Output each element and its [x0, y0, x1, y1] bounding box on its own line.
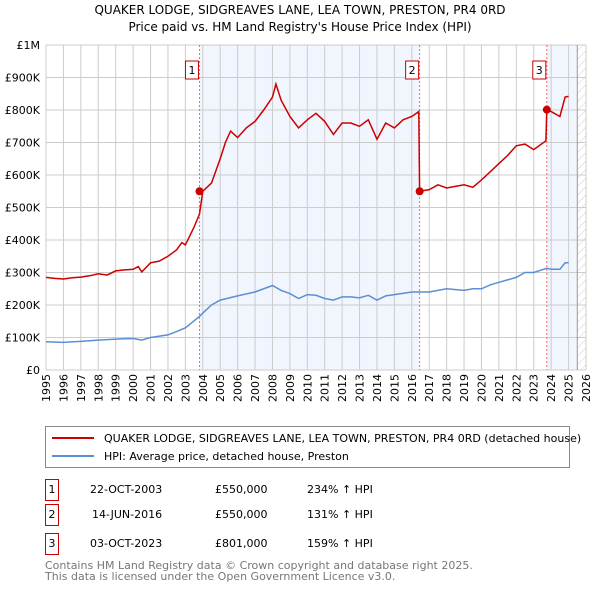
sale-label: 2 — [409, 64, 416, 77]
y-tick-label: £500K — [5, 202, 41, 215]
sale-price: £550,000 — [215, 483, 268, 496]
x-tick-label: 2009 — [284, 374, 297, 402]
x-tick-label: 2025 — [563, 374, 576, 402]
legend: QUAKER LODGE, SIDGREAVES LANE, LEA TOWN,… — [45, 426, 581, 468]
chart-subtitle: Price paid vs. HM Land Registry's House … — [128, 20, 471, 34]
y-tick-label: £700K — [5, 137, 41, 150]
legend-label: QUAKER LODGE, SIDGREAVES LANE, LEA TOWN,… — [104, 431, 582, 445]
y-tick-label: £1M — [17, 39, 41, 52]
sale-marker-badge: 1 — [45, 479, 59, 501]
sale-row: 3 03-OCT-2023 £801,000 159% ↑ HPI — [45, 533, 445, 555]
price-chart: QUAKER LODGE, SIDGREAVES LANE, LEA TOWN,… — [5, 3, 593, 402]
x-tick-label: 1999 — [110, 374, 123, 402]
sale-label: 3 — [536, 64, 543, 77]
x-tick-label: 2022 — [510, 374, 523, 402]
sale-point — [195, 187, 204, 196]
legend-item-hpi: HPI: Average price, detached house, Pres… — [52, 448, 349, 464]
y-tick-label: £900K — [5, 72, 41, 85]
sale-point — [415, 187, 424, 196]
y-tick-label: £200K — [5, 299, 41, 312]
x-tick-label: 2020 — [475, 374, 488, 402]
x-tick-label: 2023 — [528, 374, 541, 402]
footer-line: This data is licensed under the Open Gov… — [45, 570, 396, 583]
x-tick-label: 2010 — [301, 374, 314, 402]
x-tick-label: 2005 — [214, 374, 227, 402]
sale-marker-badge: 2 — [45, 504, 59, 526]
x-tick-label: 1997 — [75, 374, 88, 402]
sale-row: 2 14-JUN-2016 £550,000 131% ↑ HPI — [45, 504, 445, 526]
y-tick-label: £300K — [5, 267, 41, 280]
y-tick-label: £400K — [5, 234, 41, 247]
x-tick-label: 2019 — [458, 374, 471, 402]
x-tick-label: 2015 — [388, 374, 401, 402]
sale-label: 1 — [188, 64, 195, 77]
x-tick-label: 2006 — [232, 374, 245, 402]
sale-price: £550,000 — [215, 508, 268, 521]
y-tick-label: £100K — [5, 332, 41, 345]
y-tick-label: £600K — [5, 169, 41, 182]
x-tick-label: 2018 — [441, 374, 454, 402]
sale-hpi: 131% ↑ HPI — [307, 508, 373, 521]
x-tick-label: 2014 — [371, 374, 384, 402]
x-tick-label: 2004 — [197, 374, 210, 402]
sale-hpi: 159% ↑ HPI — [307, 537, 373, 550]
chart-title: QUAKER LODGE, SIDGREAVES LANE, LEA TOWN,… — [94, 3, 505, 17]
property-price-line — [45, 81, 569, 280]
sale-row: 1 22-OCT-2003 £550,000 234% ↑ HPI — [45, 479, 445, 501]
x-tick-label: 2016 — [406, 374, 419, 402]
sale-price: £801,000 — [215, 537, 268, 550]
sale-marker-badge: 3 — [45, 533, 59, 555]
y-tick-label: £0 — [26, 364, 40, 377]
sale-label-box — [532, 60, 547, 80]
hpi-line — [45, 262, 569, 344]
legend-item-property: QUAKER LODGE, SIDGREAVES LANE, LEA TOWN,… — [52, 430, 581, 446]
sale-label-box — [405, 60, 420, 80]
footer-line: Contains HM Land Registry data © Crown c… — [45, 559, 473, 572]
x-tick-label: 2008 — [266, 374, 279, 402]
x-tick-label: 2024 — [545, 374, 558, 402]
y-tick-label: £800K — [5, 104, 41, 117]
x-tick-label: 2007 — [249, 374, 262, 402]
x-tick-label: 2021 — [493, 374, 506, 402]
x-tick-label: 1995 — [40, 374, 53, 402]
sale-point — [542, 105, 551, 114]
x-tick-label: 2003 — [179, 374, 192, 402]
x-tick-label: 2026 — [580, 374, 593, 402]
sale-label-box — [184, 60, 199, 80]
x-tick-label: 1996 — [57, 374, 70, 402]
x-tick-label: 2012 — [336, 374, 349, 402]
x-tick-label: 2002 — [162, 374, 175, 402]
x-tick-label: 2013 — [354, 374, 367, 402]
x-tick-label: 2001 — [145, 374, 158, 402]
footer: Contains HM Land Registry data © Crown c… — [45, 560, 473, 582]
x-tick-label: 2011 — [319, 374, 332, 402]
x-tick-label: 1998 — [92, 374, 105, 402]
sale-date: 14-JUN-2016 — [92, 508, 163, 521]
legend-line-blue — [52, 455, 94, 457]
sale-date: 03-OCT-2023 — [90, 537, 163, 550]
x-tick-label: 2017 — [423, 374, 436, 402]
legend-label: HPI: Average price, detached house, Pres… — [104, 449, 349, 463]
x-tick-label: 2000 — [127, 374, 140, 402]
sale-hpi: 234% ↑ HPI — [307, 483, 373, 496]
legend-line-red — [52, 437, 94, 439]
sale-date: 22-OCT-2003 — [90, 483, 163, 496]
